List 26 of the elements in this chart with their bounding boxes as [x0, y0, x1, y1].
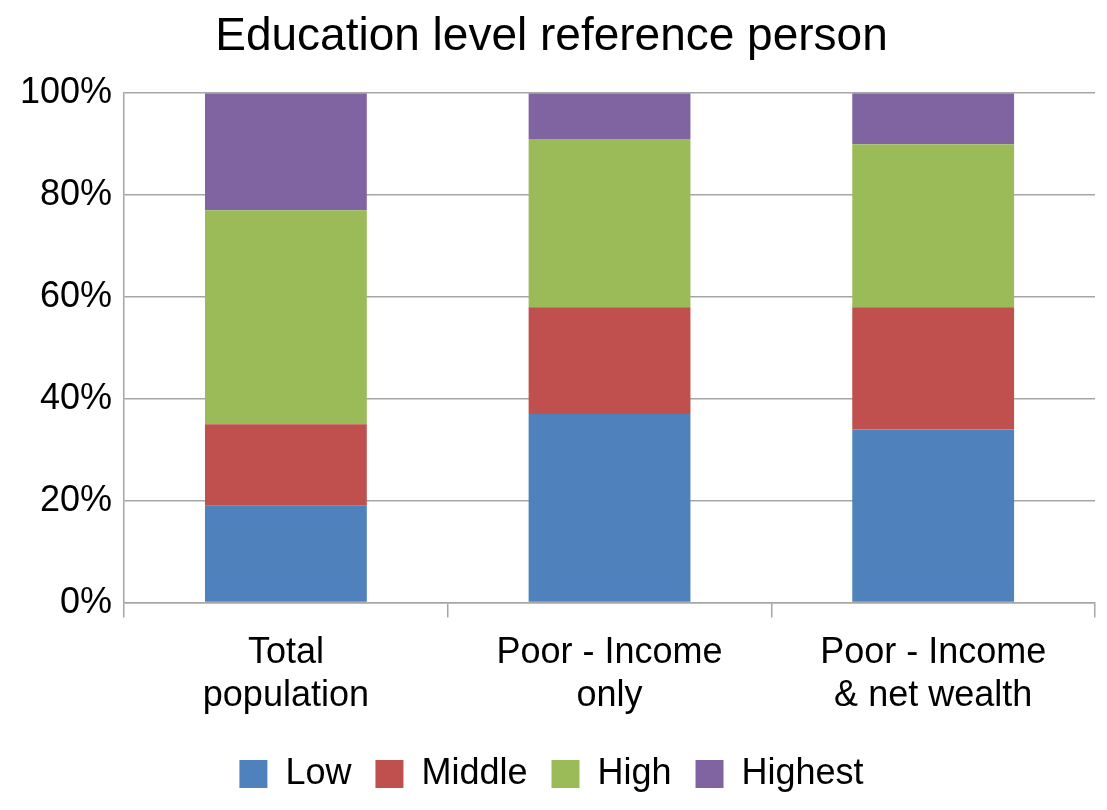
bar	[852, 93, 1015, 145]
bar	[204, 424, 367, 506]
bar	[204, 93, 367, 211]
bar	[528, 414, 691, 602]
y-tick-label: 100%	[20, 70, 113, 112]
bar	[852, 429, 1015, 602]
legend-label: High	[597, 750, 672, 792]
y-tick-label: 80%	[40, 172, 113, 213]
bar	[528, 139, 691, 308]
x-tick-label: Total population	[202, 630, 369, 715]
legend-label: Middle	[421, 750, 528, 792]
chart-title: Education level reference person	[215, 8, 888, 61]
bar	[852, 307, 1015, 430]
y-tick-label: 60%	[40, 273, 113, 315]
y-tick-label: 0%	[60, 579, 113, 621]
bar	[528, 93, 691, 140]
bar	[852, 144, 1015, 308]
bar	[204, 210, 367, 425]
legend-label: Highest	[741, 750, 864, 792]
x-tick-label: Poor - Income & net wealth	[820, 630, 1047, 715]
bar	[204, 505, 367, 602]
x-tick-label: Poor - Income only	[496, 630, 723, 715]
legend-label: Low	[285, 750, 353, 792]
y-tick-label: 40%	[40, 375, 113, 417]
bar	[528, 307, 691, 415]
y-tick-label: 20%	[40, 477, 113, 519]
